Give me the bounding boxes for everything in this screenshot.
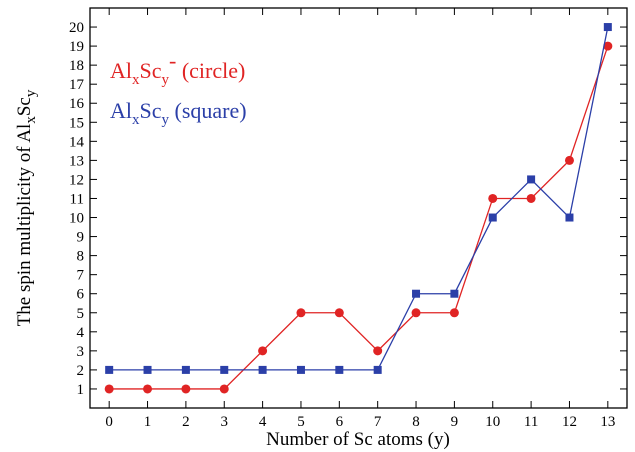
data-point-circle (143, 384, 153, 394)
y-tick-label: 14 (69, 134, 85, 150)
x-tick-label: 3 (221, 414, 229, 430)
y-tick-label: 18 (69, 58, 84, 74)
series-layer (104, 23, 613, 394)
y-tick-label: 4 (77, 325, 85, 341)
x-tick-label: 9 (451, 414, 459, 430)
data-point-square (450, 289, 459, 298)
y-tick-label: 2 (77, 363, 85, 379)
y-tick-label: 7 (77, 268, 85, 284)
data-point-circle (373, 346, 383, 356)
y-tick-label: 9 (77, 230, 85, 246)
data-point-square (143, 365, 152, 374)
y-tick-label: 19 (69, 39, 84, 55)
legend: AlxScy- (circle) AlxScy (square) (110, 48, 247, 128)
y-axis-label: The spin multiplicity of AlxScy (14, 89, 39, 326)
y-tick-label: 11 (70, 191, 84, 207)
y-tick-label: 5 (77, 306, 85, 322)
data-point-circle (219, 384, 229, 394)
y-tick-label: 13 (69, 153, 84, 169)
data-point-circle (564, 155, 574, 165)
x-axis-label: Number of Sc atoms (y) (266, 429, 450, 450)
y-tick-label: 17 (69, 77, 85, 93)
axis-ticks: 0 1 2 3 4 5 6 7 8 9 10 11 12 131234567891011121314151… (69, 8, 627, 430)
x-tick-label: 8 (412, 414, 420, 430)
data-point-square (565, 213, 574, 222)
data-point-circle (603, 41, 613, 51)
x-tick-label: 13 (600, 414, 615, 430)
data-point-square (603, 23, 612, 32)
series-line-circle (109, 45, 609, 390)
data-point-square (258, 365, 267, 374)
x-tick-label: 10 (485, 414, 500, 430)
data-point-circle (334, 308, 344, 318)
x-tick-label: 2 (182, 414, 190, 430)
y-tick-label: 6 (77, 287, 85, 303)
y-tick-label: 16 (69, 96, 85, 112)
data-point-square (181, 365, 190, 374)
x-tick-label: 6 (336, 414, 344, 430)
data-point-square (105, 365, 114, 374)
data-point-square (373, 365, 382, 374)
x-tick-label: 11 (524, 414, 538, 430)
x-tick-label: 12 (562, 414, 577, 430)
y-tick-label: 20 (69, 20, 84, 36)
data-point-square (527, 175, 536, 184)
x-tick-label: 0 (105, 414, 113, 430)
plot-frame (89, 7, 628, 409)
y-tick-label: 10 (69, 211, 84, 227)
data-point-circle (449, 308, 459, 318)
data-point-circle (526, 193, 536, 203)
legend-entry-circle: AlxScy- (circle) (110, 48, 245, 88)
y-tick-label: 3 (77, 344, 85, 360)
y-tick-label: 1 (77, 382, 85, 398)
y-tick-label: 15 (69, 115, 84, 131)
data-point-square (335, 365, 344, 374)
y-tick-label: 8 (77, 249, 85, 265)
data-point-square (296, 365, 305, 374)
series-line-square (109, 26, 609, 371)
x-tick-label: 5 (297, 414, 305, 430)
data-point-square (412, 289, 421, 298)
data-point-circle (181, 384, 191, 394)
x-tick-label: 1 (144, 414, 152, 430)
data-point-circle (296, 308, 306, 318)
data-point-circle (258, 346, 268, 356)
x-tick-label: 4 (259, 414, 267, 430)
y-tick-label: 12 (69, 172, 84, 188)
data-point-circle (411, 308, 421, 318)
x-tick-label: 7 (374, 414, 382, 430)
data-point-circle (104, 384, 114, 394)
data-point-square (220, 365, 229, 374)
legend-entry-square: AlxScy (square) (110, 98, 247, 128)
data-point-circle (488, 193, 498, 203)
data-point-square (488, 213, 497, 222)
